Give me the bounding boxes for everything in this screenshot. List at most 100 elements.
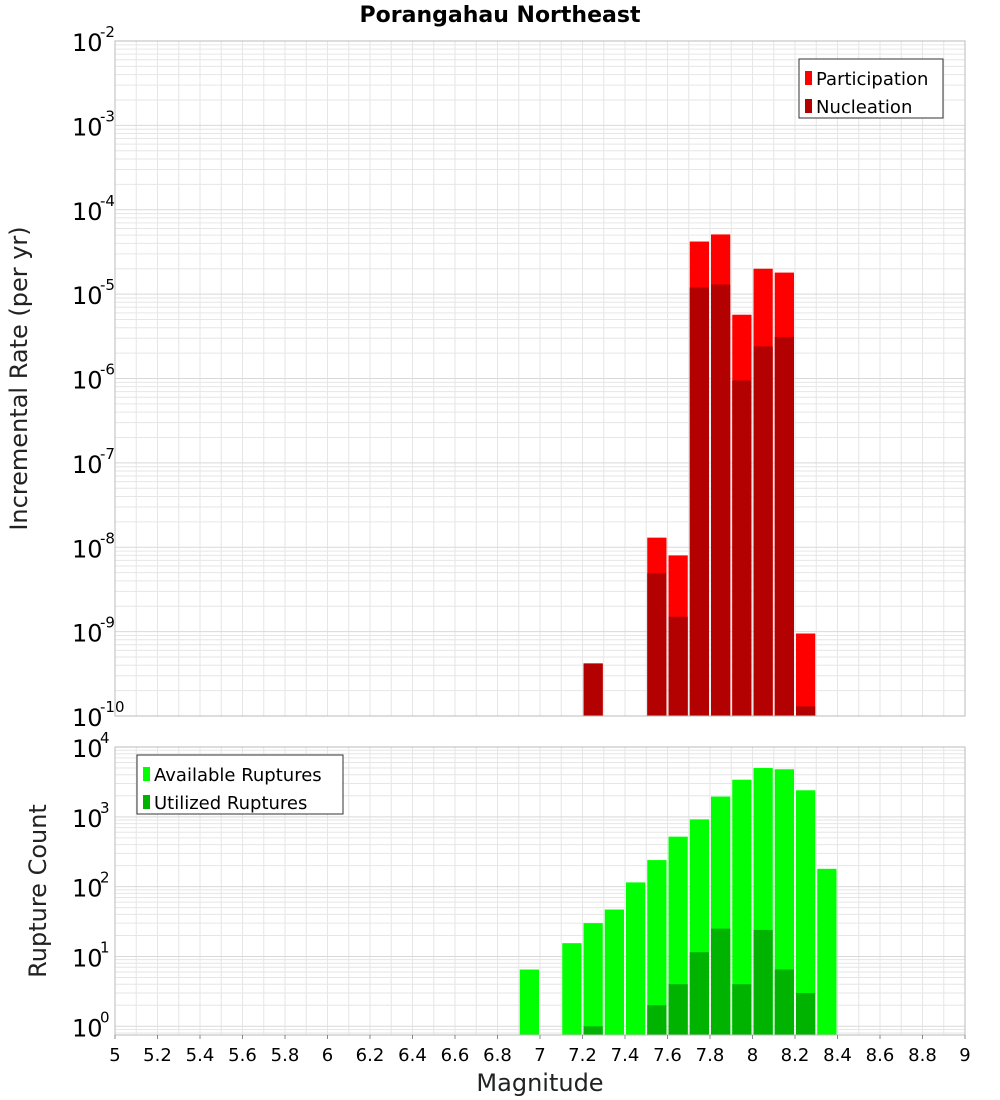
count-y-tick-label: 103 (72, 799, 110, 833)
y-tick-base: 10 (72, 29, 103, 57)
rate-bar-s1 (796, 633, 816, 716)
rate-bar-s2 (647, 573, 667, 716)
count-bar-s1 (774, 769, 794, 1035)
rate-bar-s2 (753, 346, 773, 716)
rate-y-tick-label: 10-10 (72, 698, 125, 732)
count-bar-s1 (796, 790, 816, 1035)
x-tick-label: 6.6 (441, 1045, 470, 1066)
count-bar-s1 (583, 923, 603, 1035)
y-tick-base: 10 (72, 735, 103, 763)
count-bar-s2 (689, 952, 709, 1035)
count-bar-s2 (668, 984, 688, 1035)
count-bar-s1 (604, 909, 624, 1035)
y-tick-base: 10 (72, 944, 103, 972)
y-tick-exponent: -5 (100, 276, 115, 294)
count-bar-s2 (774, 969, 794, 1035)
count-bars (519, 768, 837, 1035)
rate-panel: 10-210-310-410-510-610-710-810-910-10 In… (5, 23, 966, 732)
x-tick-label: 5.2 (143, 1045, 172, 1066)
count-bar-s1 (817, 868, 837, 1035)
rate-bars (583, 234, 816, 717)
count-bar-s1 (626, 882, 646, 1035)
count-bar-s1 (562, 943, 582, 1035)
y-tick-exponent: 3 (100, 799, 110, 817)
rate-y-tick-label: 10-8 (72, 529, 115, 563)
count-y-axis-label: Rupture Count (24, 804, 52, 978)
count-bar-s2 (796, 992, 816, 1035)
y-tick-exponent: -7 (100, 445, 115, 463)
y-tick-base: 10 (72, 282, 103, 310)
y-tick-exponent: 1 (100, 938, 110, 956)
rate-bar-s2 (583, 663, 603, 716)
y-tick-exponent: -8 (100, 529, 115, 547)
x-tick-label: 8.4 (823, 1045, 852, 1066)
x-tick-label: 7.8 (696, 1045, 725, 1066)
count-bar-s1 (519, 969, 539, 1035)
x-tick-label: 5 (109, 1045, 120, 1066)
y-tick-base: 10 (72, 620, 103, 648)
rate-y-tick-label: 10-7 (72, 445, 115, 479)
x-tick-label: 6 (322, 1045, 333, 1066)
rate-grid (114, 40, 966, 717)
x-tick-label: 6.4 (398, 1045, 427, 1066)
rate-y-tick-label: 10-2 (72, 23, 115, 57)
count-legend-swatch (143, 795, 150, 809)
rate-legend-label: Nucleation (816, 97, 912, 118)
rate-legend-label: Participation (816, 69, 928, 90)
rate-legend-swatch (805, 71, 812, 85)
y-tick-exponent: 4 (100, 729, 110, 747)
rate-legend-swatch (805, 99, 812, 113)
rate-bar-s2 (796, 706, 816, 716)
rate-y-axis-label: Incremental Rate (per yr) (5, 226, 33, 530)
rate-bar-s2 (668, 616, 688, 716)
y-tick-exponent: -9 (100, 614, 115, 632)
y-tick-base: 10 (72, 535, 103, 563)
count-legend-swatch (143, 767, 150, 781)
x-tick-label: 6.2 (356, 1045, 385, 1066)
rate-y-tick-label: 10-6 (72, 361, 115, 395)
rate-y-tick-label: 10-9 (72, 614, 115, 648)
count-bar-s1 (647, 860, 667, 1035)
count-y-tick-label: 102 (72, 869, 110, 903)
y-tick-exponent: -2 (100, 23, 115, 41)
x-tick-label: 5.8 (271, 1045, 300, 1066)
y-tick-base: 10 (72, 704, 103, 732)
y-tick-exponent: -4 (100, 192, 115, 210)
count-legend-label: Available Ruptures (154, 765, 322, 786)
rate-legend-box (798, 58, 944, 119)
rate-y-ticks: 10-210-310-410-510-610-710-810-910-10 (72, 23, 125, 732)
y-tick-base: 10 (72, 113, 103, 141)
count-y-tick-label: 104 (72, 729, 110, 763)
count-bar-s2 (647, 1005, 667, 1035)
y-tick-base: 10 (72, 367, 103, 395)
count-bar-s2 (753, 929, 773, 1035)
count-y-tick-label: 101 (72, 938, 110, 972)
x-tick-label: 6.8 (483, 1045, 512, 1066)
chart-title: Porangahau Northeast (360, 3, 641, 28)
y-tick-exponent: 0 (100, 1008, 110, 1026)
y-tick-base: 10 (72, 805, 103, 833)
y-tick-base: 10 (72, 1014, 103, 1042)
x-tick-label: 5.6 (228, 1045, 257, 1066)
x-tick-label: 5.4 (186, 1045, 215, 1066)
count-y-tick-label: 100 (72, 1008, 110, 1042)
x-axis-label: Magnitude (476, 1069, 603, 1097)
count-legend-box (136, 754, 344, 815)
rate-bar-s2 (774, 337, 794, 716)
magnitude-x-ticks: 5 5.2 5.4 5.6 5.8 6 6.2 6.4 6.6 6.8 7 7.2 7.4 7.6 7.8 8… (109, 1035, 971, 1066)
x-tick-label: 7.4 (611, 1045, 640, 1066)
y-tick-exponent: -10 (100, 698, 125, 716)
rate-y-tick-label: 10-3 (72, 107, 115, 141)
y-tick-exponent: -3 (100, 107, 115, 125)
rate-bar-s2 (689, 287, 709, 716)
x-tick-label: 8.6 (866, 1045, 895, 1066)
rate-legend: Participation Nucleation (798, 58, 944, 119)
rate-y-tick-label: 10-5 (72, 276, 115, 310)
x-tick-label: 8.8 (908, 1045, 937, 1066)
y-tick-base: 10 (72, 875, 103, 903)
count-bar-s2 (732, 984, 752, 1035)
